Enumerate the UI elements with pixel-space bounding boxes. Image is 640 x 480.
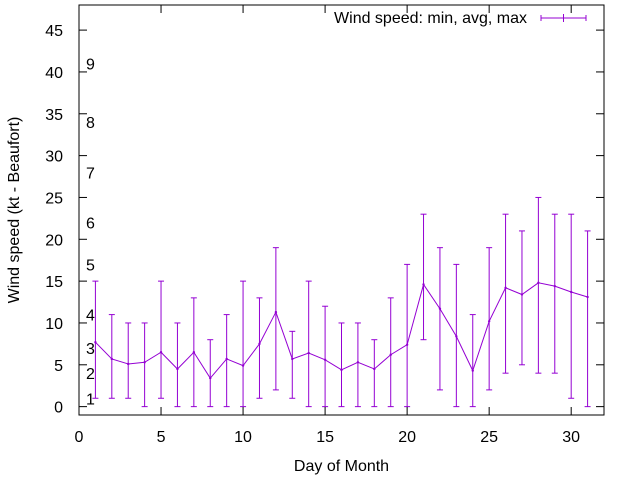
avg-point [274, 310, 278, 314]
avg-point [94, 341, 97, 344]
wind-series [92, 196, 591, 408]
beaufort-label: 1 [86, 391, 95, 408]
beaufort-label: 6 [86, 216, 95, 233]
avg-point [569, 290, 573, 294]
y-tick-label: 40 [45, 65, 63, 82]
avg-point [537, 281, 540, 284]
beaufort-label: 7 [86, 165, 95, 182]
beaufort-labels: 1 2 3 4 5 6 7 8 9 [86, 57, 95, 409]
x-tick-label: 15 [316, 429, 334, 446]
y-tick-label: 25 [45, 190, 63, 207]
avg-point [373, 367, 376, 371]
avg-point [143, 361, 146, 364]
beaufort-label: 2 [86, 366, 95, 383]
avg-point [291, 357, 294, 361]
beaufort-label: 5 [86, 257, 95, 274]
avg-point [422, 283, 425, 286]
legend: Wind speed: min, avg, max [334, 10, 587, 27]
y-tick-label: 20 [45, 232, 63, 249]
y-tick-label: 15 [45, 274, 63, 291]
x-axis-ticks: 0 5 10 15 20 25 30 [75, 5, 580, 446]
x-tick-label: 10 [234, 429, 252, 446]
legend-label: Wind speed: min, avg, max [334, 10, 527, 27]
y-tick-label: 0 [54, 400, 63, 417]
avg-point [241, 364, 245, 367]
avg-point [520, 293, 524, 296]
avg-point [323, 358, 327, 361]
avg-point [553, 284, 556, 288]
avg-point [225, 357, 228, 361]
x-tick-label: 5 [157, 429, 166, 446]
x-tick-label: 30 [562, 429, 580, 446]
avg-point [110, 357, 114, 361]
plot-border [78, 4, 605, 416]
avg-point [389, 353, 392, 356]
avg-point [356, 361, 360, 364]
avg-point [176, 367, 179, 371]
beaufort-label: 8 [86, 115, 95, 132]
y-tick-label: 10 [45, 316, 63, 333]
x-axis-title: Day of Month [294, 458, 389, 475]
x-tick-label: 0 [75, 429, 84, 446]
y-tick-label: 30 [45, 149, 63, 166]
avg-point [487, 320, 491, 323]
avg-point [586, 295, 589, 299]
y-tick-label: 5 [54, 358, 63, 375]
plot-frame [78, 4, 605, 416]
beaufort-label: 4 [86, 308, 95, 325]
avg-point [307, 351, 310, 355]
avg-point [209, 376, 212, 380]
avg-point [159, 351, 163, 354]
avg-point [192, 351, 196, 354]
avg-point [471, 369, 474, 372]
y-tick-label: 35 [45, 107, 63, 124]
x-tick-label: 20 [398, 429, 416, 446]
avg-point [504, 286, 507, 290]
y-axis-title: Wind speed (kt - Beaufort) [6, 117, 23, 304]
avg-point [405, 343, 409, 346]
beaufort-label: 9 [86, 57, 95, 74]
avg-point [127, 362, 130, 366]
beaufort-label: 3 [86, 341, 95, 358]
avg-point [258, 342, 261, 346]
avg-point [455, 335, 458, 338]
avg-point [438, 307, 442, 310]
y-tick-label: 45 [45, 23, 63, 40]
x-tick-label: 25 [480, 429, 498, 446]
avg-point [340, 368, 343, 372]
